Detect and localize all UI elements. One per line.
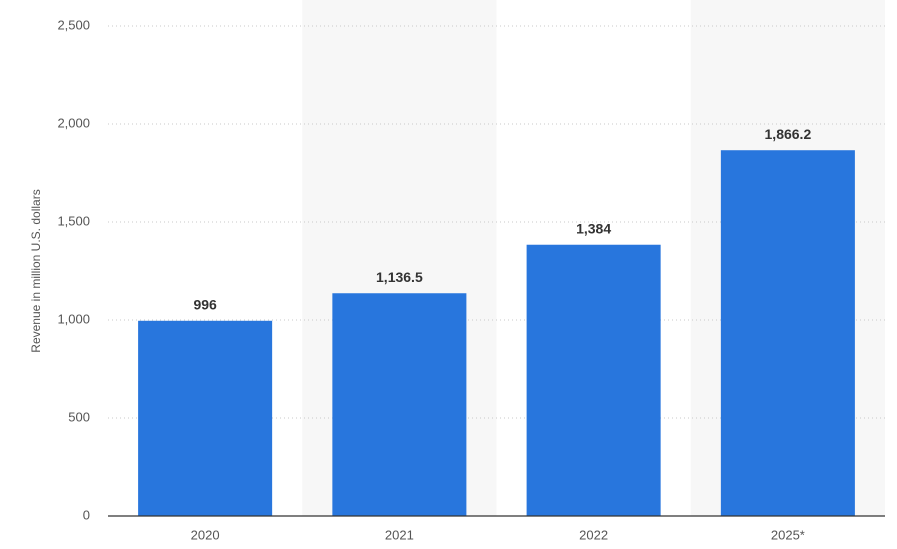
- y-tick-label: 2,000: [57, 115, 90, 130]
- value-label: 996: [193, 296, 217, 312]
- value-label: 1,866.2: [765, 126, 812, 142]
- value-label: 1,384: [576, 220, 611, 236]
- y-tick-label: 2,500: [57, 17, 90, 32]
- y-tick-label: 0: [83, 507, 90, 522]
- bar: [332, 293, 467, 516]
- y-tick-label: 1,000: [57, 311, 90, 326]
- bar: [138, 320, 273, 516]
- bar: [526, 244, 661, 516]
- y-tick-label: 500: [68, 409, 90, 424]
- y-tick-label: 1,500: [57, 213, 90, 228]
- x-tick-label: 2025*: [771, 527, 805, 542]
- x-tick-label: 2022: [579, 527, 608, 542]
- y-axis-label: Revenue in million U.S. dollars: [29, 189, 43, 352]
- x-tick-label: 2020: [191, 527, 220, 542]
- bar: [720, 150, 855, 516]
- value-label: 1,136.5: [376, 269, 423, 285]
- x-tick-label: 2021: [385, 527, 414, 542]
